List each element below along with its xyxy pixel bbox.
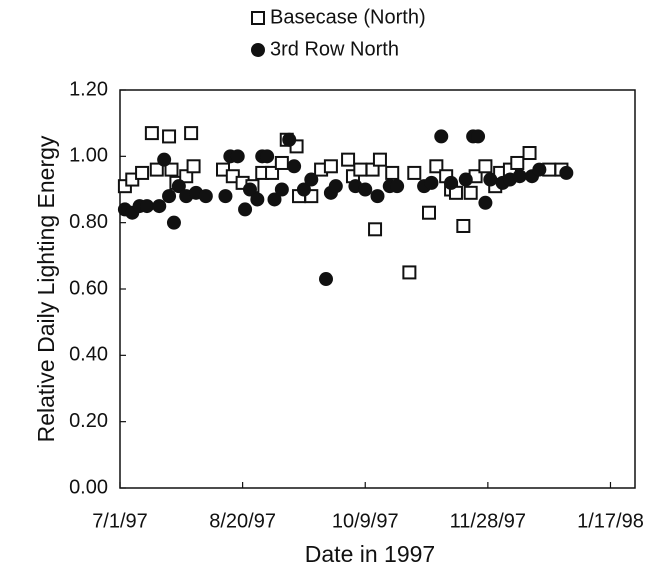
data-point bbox=[139, 199, 154, 214]
data-point bbox=[407, 165, 422, 180]
data-point bbox=[456, 218, 471, 233]
data-point bbox=[358, 182, 373, 197]
data-point bbox=[463, 185, 478, 200]
data-point bbox=[372, 152, 387, 167]
data-point bbox=[144, 126, 159, 141]
data-point bbox=[522, 146, 537, 161]
y-tick-label: 0.40 bbox=[69, 344, 108, 366]
data-point bbox=[341, 152, 356, 167]
data-point bbox=[478, 159, 493, 174]
legend-label: 3rd Row North bbox=[270, 38, 399, 60]
legend-label: Basecase (North) bbox=[270, 6, 426, 28]
data-point bbox=[385, 165, 400, 180]
data-point bbox=[166, 215, 181, 230]
x-axis-title: Date in 1997 bbox=[305, 541, 435, 567]
data-point bbox=[319, 272, 333, 287]
legend-marker bbox=[251, 11, 265, 25]
data-point bbox=[353, 162, 368, 177]
data-point bbox=[471, 129, 486, 144]
y-tick-label: 1.00 bbox=[69, 145, 108, 167]
x-tick-label: 10/9/97 bbox=[332, 510, 399, 532]
data-point bbox=[304, 172, 319, 187]
data-point bbox=[164, 162, 179, 177]
data-point bbox=[287, 159, 302, 174]
x-tick-label: 11/28/97 bbox=[450, 510, 526, 532]
data-point bbox=[483, 172, 498, 187]
data-point bbox=[368, 222, 383, 237]
data-point bbox=[422, 205, 436, 220]
data-point bbox=[242, 182, 257, 197]
data-point bbox=[184, 126, 199, 141]
data-point bbox=[250, 192, 265, 207]
y-tick-label: 1.20 bbox=[69, 78, 108, 100]
data-point bbox=[162, 189, 177, 204]
y-tick-label: 0.00 bbox=[69, 476, 108, 498]
data-point bbox=[157, 152, 172, 167]
data-point bbox=[424, 175, 439, 190]
data-point bbox=[559, 165, 574, 180]
data-point bbox=[328, 179, 343, 194]
data-point bbox=[218, 189, 233, 204]
data-point bbox=[323, 159, 338, 174]
data-point bbox=[274, 182, 289, 197]
data-point bbox=[510, 155, 525, 170]
data-point bbox=[274, 155, 289, 170]
x-tick-label: 1/17/98 bbox=[577, 510, 644, 532]
data-point bbox=[434, 129, 449, 144]
data-point bbox=[267, 192, 282, 207]
data-point bbox=[478, 195, 493, 210]
x-tick-label: 8/20/97 bbox=[209, 510, 276, 532]
y-tick-label: 0.80 bbox=[69, 211, 108, 233]
data-point bbox=[458, 172, 473, 187]
data-point bbox=[402, 265, 417, 280]
plot-frame bbox=[119, 89, 636, 489]
data-point bbox=[512, 169, 527, 184]
data-point bbox=[238, 202, 253, 217]
data-point bbox=[198, 189, 213, 204]
data-point bbox=[444, 175, 459, 190]
data-point bbox=[532, 162, 547, 177]
data-point bbox=[149, 162, 164, 177]
data-point bbox=[162, 129, 177, 144]
y-tick-label: 0.20 bbox=[69, 410, 108, 432]
data-point bbox=[152, 199, 167, 214]
data-point bbox=[260, 149, 275, 164]
data-point bbox=[135, 165, 150, 180]
x-tick-label: 7/1/97 bbox=[92, 510, 148, 532]
y-tick-label: 0.60 bbox=[69, 277, 108, 299]
data-point bbox=[296, 182, 311, 197]
data-point bbox=[390, 179, 405, 194]
data-point bbox=[230, 149, 245, 164]
legend-marker bbox=[251, 43, 265, 57]
data-point bbox=[186, 159, 201, 174]
data-point bbox=[171, 179, 186, 194]
y-axis-title: Relative Daily Lighting Energy bbox=[33, 135, 59, 442]
data-point bbox=[282, 132, 297, 147]
data-point bbox=[370, 189, 385, 204]
